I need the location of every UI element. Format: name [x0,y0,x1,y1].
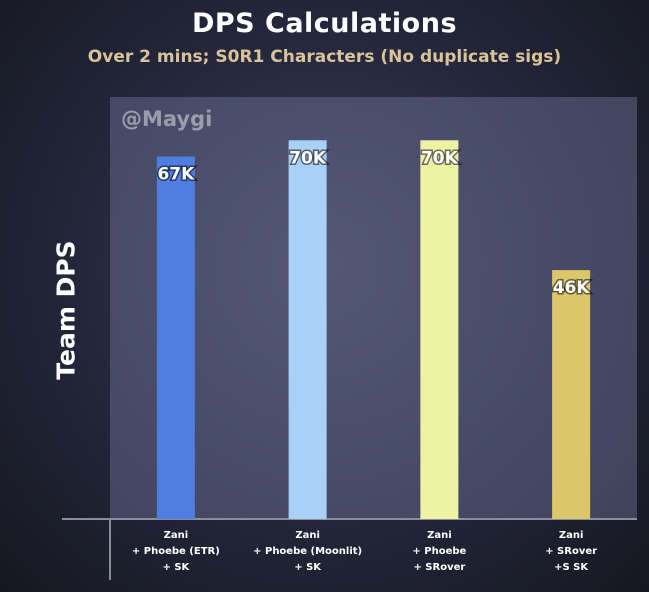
bar-4 [552,270,591,519]
category-label-2-line-2: + Phoebe (Moonlit) [253,546,362,557]
bar-value-label-1: 67K [157,165,195,185]
category-label-2-line-1: Zani [295,530,320,541]
bar-value-label-2: 70K [289,148,327,168]
category-label-1-line-1: Zani [164,530,189,541]
bar-value-label-4: 46K [553,278,591,298]
category-label-3-line-2: + Phoebe [412,546,466,557]
bar-2 [288,140,327,520]
category-label-2-line-3: + SK [294,562,322,573]
category-label-4-line-3: +S SK [554,562,589,573]
category-label-4-line-1: Zani [559,530,584,541]
category-label-3-line-1: Zani [427,530,452,541]
watermark: @Maygi [121,107,213,131]
bar-value-label-3: 70K [421,148,459,168]
bar-3 [420,140,459,520]
chart-title: DPS Calculations [191,8,458,39]
chart-subtitle: Over 2 mins; S0R1 Characters (No duplica… [87,47,562,67]
category-label-1-line-3: + SK [162,562,190,573]
bar-1 [156,156,195,519]
plot-panel [110,97,637,520]
category-label-4-line-2: + SRover [545,546,597,557]
category-label-3-line-3: + SRover [413,562,465,573]
category-label-1-line-2: + Phoebe (ETR) [132,546,220,557]
